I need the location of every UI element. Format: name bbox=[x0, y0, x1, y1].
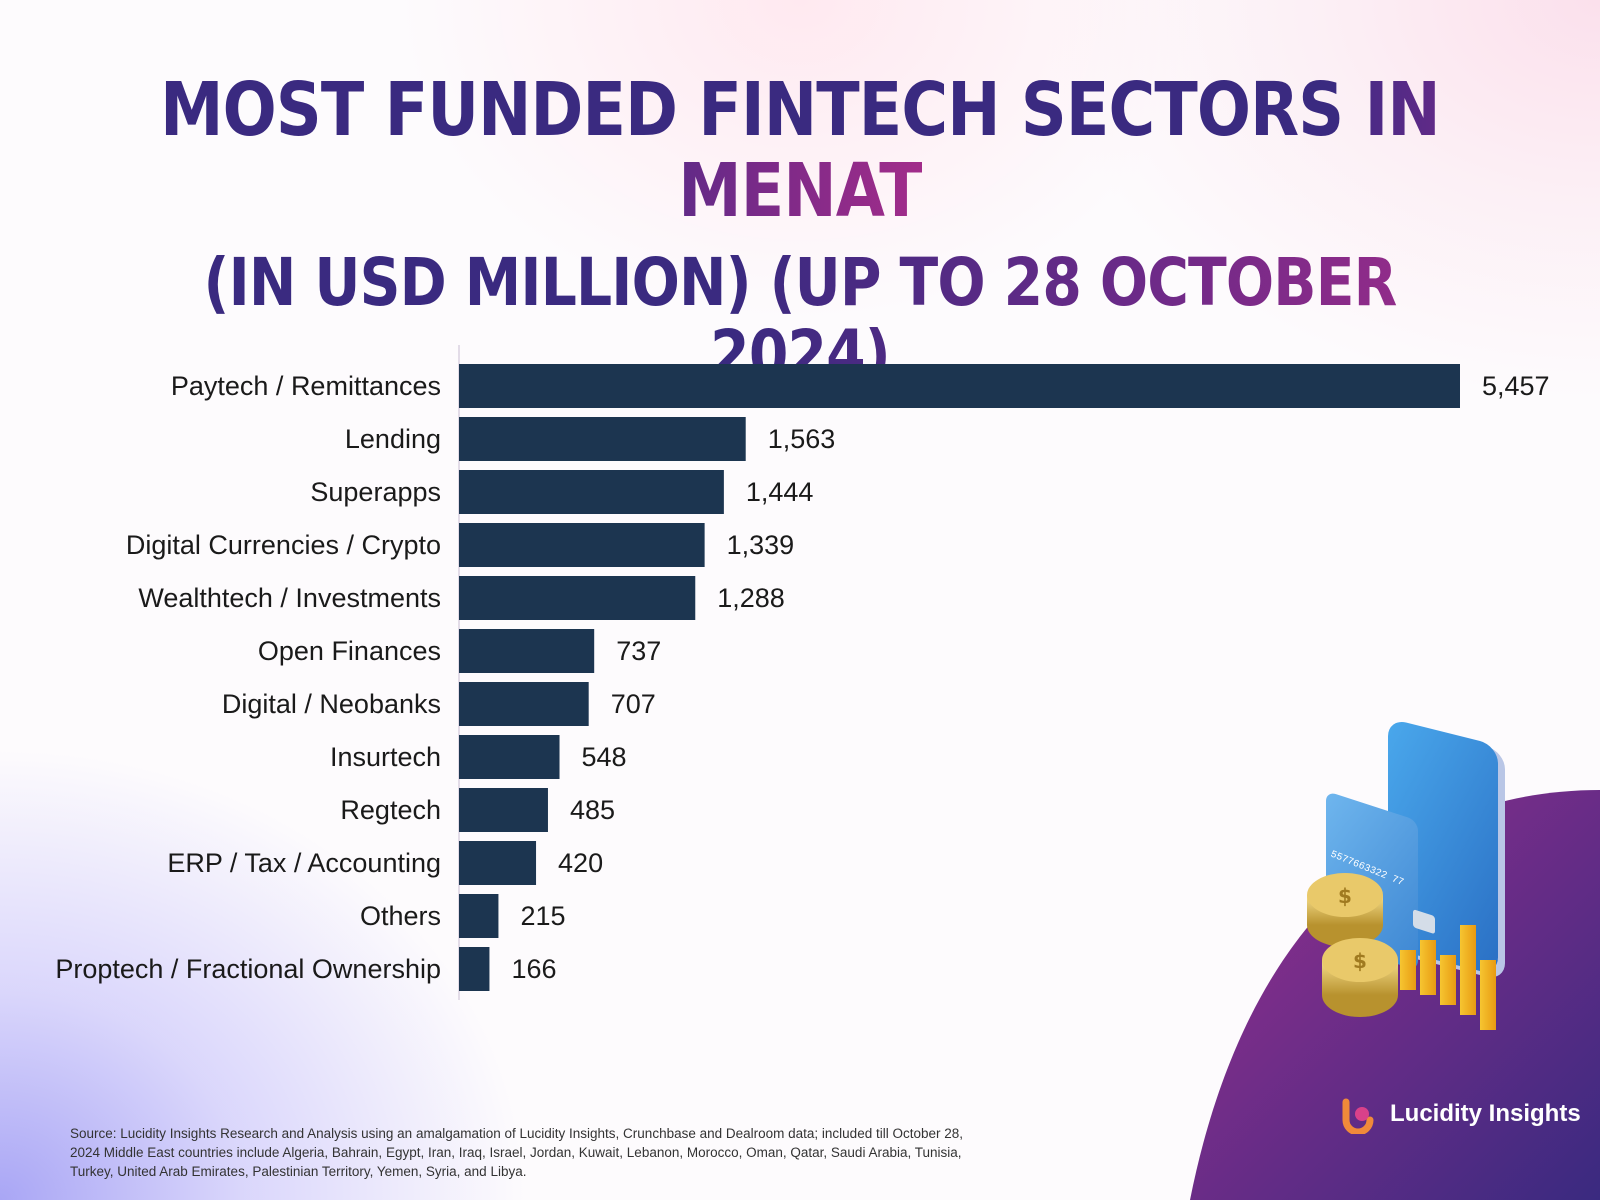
category-label-0: Paytech / Remittances bbox=[171, 371, 441, 401]
value-label-6: 707 bbox=[611, 689, 656, 719]
bar-11 bbox=[459, 947, 490, 991]
category-label-5: Open Finances bbox=[258, 636, 441, 666]
category-label-7: Insurtech bbox=[330, 742, 441, 772]
category-label-2: Superapps bbox=[310, 477, 441, 507]
value-label-11: 166 bbox=[511, 954, 556, 984]
value-label-7: 548 bbox=[582, 742, 627, 772]
bar-8 bbox=[459, 788, 548, 832]
category-label-4: Wealthtech / Investments bbox=[138, 583, 441, 613]
category-label-9: ERP / Tax / Accounting bbox=[167, 848, 441, 878]
lucidity-logo-icon bbox=[1342, 1098, 1374, 1134]
title-line1-part2: IN MENAT bbox=[678, 67, 1440, 235]
bar-1 bbox=[459, 417, 746, 461]
bar-9 bbox=[459, 841, 537, 885]
value-label-9: 420 bbox=[558, 848, 603, 878]
category-label-10: Others bbox=[360, 901, 441, 931]
bar-4 bbox=[459, 576, 696, 620]
coin-stack-icon: $ $ bbox=[1307, 873, 1398, 1017]
bar-7 bbox=[459, 735, 560, 779]
chart-title: MOST FUNDED FINTECH SECTORS IN MENAT (IN… bbox=[0, 67, 1600, 392]
category-label-11: Proptech / Fractional Ownership bbox=[55, 954, 441, 984]
bars-layer: Paytech / Remittances 5,457 Lending 1,563 Su… bbox=[55, 364, 1550, 991]
value-label-2: 1,444 bbox=[746, 477, 814, 507]
bar-5 bbox=[459, 629, 595, 673]
bar-3 bbox=[459, 523, 705, 567]
value-label-8: 485 bbox=[570, 795, 615, 825]
svg-text:$: $ bbox=[1353, 949, 1367, 973]
value-label-10: 215 bbox=[520, 901, 565, 931]
title-line1-part1: MOST FUNDED FINTECH SECTORS bbox=[160, 67, 1365, 153]
value-label-5: 737 bbox=[616, 636, 661, 666]
svg-text:$: $ bbox=[1338, 884, 1352, 908]
category-label-3: Digital Currencies / Crypto bbox=[126, 530, 441, 560]
source-note: Source: Lucidity Insights Research and A… bbox=[70, 1126, 963, 1179]
bar-2 bbox=[459, 470, 724, 514]
gold-bar-chart-icon bbox=[1400, 925, 1496, 1030]
value-label-1: 1,563 bbox=[768, 424, 836, 454]
category-label-8: Regtech bbox=[340, 795, 441, 825]
brand-logo: Lucidity Insights bbox=[1338, 1094, 1581, 1134]
category-label-1: Lending bbox=[345, 424, 441, 454]
title-line2: (IN USD MILLION) (UP TO 28 OCTOBER 2024) bbox=[112, 246, 1488, 392]
bar-0 bbox=[459, 364, 1460, 408]
bar-6 bbox=[459, 682, 589, 726]
bar-10 bbox=[459, 894, 499, 938]
value-label-4: 1,288 bbox=[717, 583, 785, 613]
category-label-6: Digital / Neobanks bbox=[222, 689, 441, 719]
value-label-3: 1,339 bbox=[727, 530, 795, 560]
brand-name: Lucidity Insights bbox=[1390, 1100, 1581, 1127]
value-label-0: 5,457 bbox=[1482, 371, 1550, 401]
